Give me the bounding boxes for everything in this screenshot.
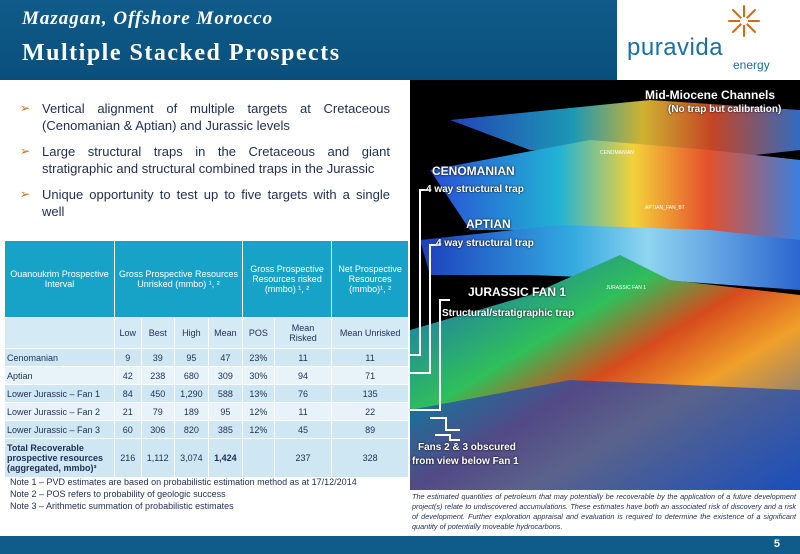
arrow-bullet-icon: ➢ <box>20 144 31 158</box>
table-row: Lower Jurassic – Fan 1 84 450 1,290 588 13% 76… <box>4 384 409 403</box>
label-jurassic-sub: Structural/stratigraphic trap <box>442 308 575 319</box>
label-jurassic: JURASSIC FAN 1 <box>468 285 567 299</box>
table-total-row: Total Recoverable prospective resources … <box>4 438 409 478</box>
footnote: Note 3 – Arithmetic summation of probabi… <box>10 501 234 511</box>
callout-lines <box>410 189 460 441</box>
sunburst-icon <box>728 5 760 37</box>
logo-wordmark: puravida <box>627 34 724 61</box>
label-fans-sub: from view below Fan 1 <box>412 456 519 467</box>
bullet-item: ➢ Vertical alignment of multiple targets … <box>20 101 390 133</box>
slide-title: Multiple Stacked Prospects <box>22 40 341 66</box>
logo: puravida energy <box>617 0 800 80</box>
label-cenomanian: CENOMANIAN <box>432 164 515 178</box>
table-subheader: Best <box>140 317 175 349</box>
horizon-tag-aptian: APTIAN_FAN_BT <box>645 205 685 211</box>
logo-subtext: energy <box>733 58 770 72</box>
table-row: Aptian 42 238 680 309 30% 94 71 <box>4 366 409 385</box>
footnote: Note 2 – POS refers to probability of ge… <box>10 489 226 499</box>
seismic-3d-image: Mid-Miocene Channels (No trap but calibr… <box>410 80 800 490</box>
bullet-list: ➢ Vertical alignment of multiple targets … <box>20 100 390 229</box>
table-row: Lower Jurassic – Fan 2 21 79 189 95 12% 11 22 <box>4 402 409 421</box>
table-row: Lower Jurassic – Fan 3 60 306 820 385 12% 45 89 <box>4 420 409 439</box>
arrow-bullet-icon: ➢ <box>20 101 31 115</box>
horizon-tag-jurassic: JURASSIC FAN 1 <box>606 285 647 291</box>
label-fans: Fans 2 & 3 obscured <box>418 442 516 453</box>
horizon-tag-cenomanian: CENOMANIAN <box>600 150 634 156</box>
label-aptian-sub: 4 way structural trap <box>436 238 534 249</box>
table-subheader: Mean <box>207 317 243 349</box>
table-subheader: Mean Risked <box>273 317 333 349</box>
header-bar: Mazagan, Offshore Morocco Multiple Stack… <box>0 0 800 80</box>
table-subheader: POS <box>241 317 275 349</box>
table-header-net: Net Prospective Resources (mmbo)¹, ² <box>331 240 409 318</box>
page-number: 5 <box>773 538 780 550</box>
bullet-item: ➢ Large structural traps in the Cretaceou… <box>20 144 390 176</box>
footer-bar: 5 <box>0 536 800 554</box>
table-row: Cenomanian 9 39 95 47 23% 11 11 <box>4 348 409 367</box>
footnote: Note 1 – PVD estimates are based on prob… <box>10 477 357 487</box>
table-header-interval: Ouanoukrim Prospective Interval <box>4 240 115 318</box>
seismic-render <box>410 80 800 490</box>
label-mid-miocene: Mid-Miocene Channels <box>645 88 776 102</box>
slide-subtitle: Mazagan, Offshore Morocco <box>22 8 274 29</box>
table-subheader: Low <box>114 317 142 349</box>
table-header-unrisked: Gross Prospective Resources Unrisked (mm… <box>114 240 243 318</box>
table-subheader: Mean Unrisked <box>331 317 409 349</box>
table-subheader: High <box>173 317 209 349</box>
label-mid-miocene-sub: (No trap but calibration) <box>668 104 782 115</box>
bullet-item: ➢ Unique opportunity to test up to five t… <box>20 187 390 219</box>
label-aptian: APTIAN <box>466 217 511 231</box>
label-cenomanian-sub: 4 way structural trap <box>426 184 524 195</box>
footnotes: Note 1 – PVD estimates are based on prob… <box>10 476 357 512</box>
disclaimer-text: The estimated quantities of petroleum th… <box>412 492 796 531</box>
table-header-risked: Gross Prospective Resources risked (mmbo… <box>241 240 333 318</box>
resources-table: Ouanoukrim Prospective Interval Gross Pr… <box>4 240 409 478</box>
arrow-bullet-icon: ➢ <box>20 187 31 201</box>
